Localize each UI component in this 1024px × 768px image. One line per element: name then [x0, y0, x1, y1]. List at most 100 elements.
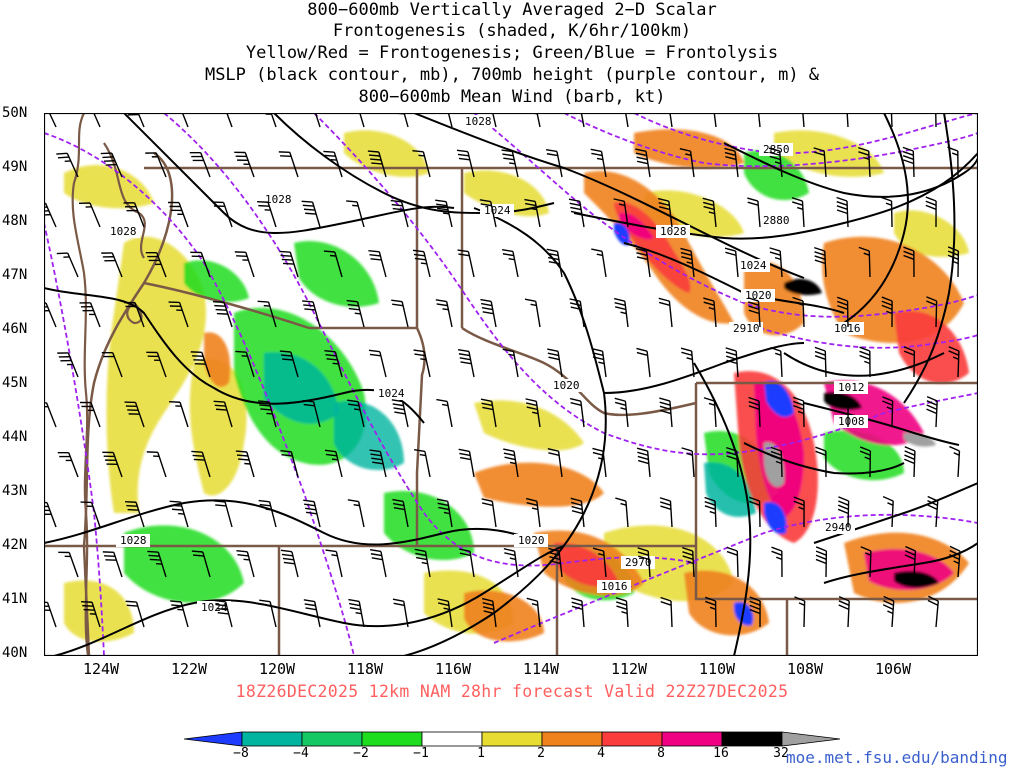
wind-barb: [447, 113, 453, 128]
wind-barb: [881, 296, 893, 328]
wind-barb: [590, 148, 607, 178]
credit-link[interactable]: moe.met.fsu.edu/banding: [786, 748, 1008, 767]
wind-barb: [413, 448, 431, 478]
wind-barb: [480, 398, 497, 428]
wind-barb: [325, 549, 343, 578]
wind-barb: [303, 499, 321, 528]
wind-barb: [145, 251, 167, 278]
wind-barb: [257, 300, 277, 328]
wind-barb: [748, 496, 761, 528]
wind-barb: [124, 401, 145, 428]
wind-barbs: [44, 113, 961, 628]
wind-barb: [492, 113, 497, 128]
mslp-label: 1028: [110, 225, 137, 238]
wind-barb: [636, 347, 651, 378]
wind-barb: [770, 446, 783, 478]
wind-barb: [125, 600, 145, 628]
wind-barb: [80, 401, 101, 428]
wind-barb: [280, 549, 299, 578]
wind-barb: [191, 550, 211, 578]
wind-barb: [858, 246, 871, 278]
mslp-label: 1020: [518, 534, 545, 547]
wind-barb: [102, 551, 123, 578]
height-contours: [44, 113, 978, 656]
wind-barb: [257, 200, 277, 228]
title-line-2: Frontogenesis (shaded, K/6hr/100km): [332, 21, 692, 41]
wind-barb: [859, 346, 871, 378]
wind-barb: [147, 550, 167, 578]
title-line-3: Yellow/Red = Frontogenesis; Green/Blue =…: [245, 43, 779, 63]
wind-barb: [724, 147, 739, 178]
wind-barb: [346, 200, 365, 228]
wind-barb: [368, 250, 387, 278]
wind-barb: [412, 249, 431, 278]
wind-barb: [323, 250, 343, 278]
wind-barb: [189, 151, 211, 178]
wind-barb: [145, 152, 167, 178]
wind-barb: [704, 496, 717, 528]
wind-barb: [659, 497, 673, 528]
lat-label-41n: 41N: [2, 591, 28, 607]
lat-label-49n: 49N: [2, 159, 28, 175]
mslp-label: 1008: [838, 415, 865, 428]
mslp-label: 1028: [120, 534, 147, 547]
wind-barb: [303, 599, 321, 628]
lon-label-112w: 112W: [610, 660, 648, 678]
wind-barb: [858, 146, 871, 178]
wind-barb: [214, 599, 233, 628]
wind-barb: [480, 298, 497, 328]
wind-barb: [359, 113, 365, 128]
mslp-label: 1028: [465, 115, 492, 128]
wind-barb: [280, 450, 299, 478]
mslp-label: 1020: [745, 289, 772, 302]
wind-barb: [347, 499, 365, 528]
wind-barb: [613, 198, 629, 228]
wind-barb: [181, 113, 189, 128]
wind-barb: [949, 545, 961, 578]
wind-barb: [680, 347, 695, 378]
wind-barb: [948, 346, 960, 378]
wind-barb: [502, 348, 519, 378]
wind-barb: [302, 300, 321, 328]
wind-barb: [390, 199, 409, 228]
wind-barb: [100, 152, 123, 178]
wind-barb: [80, 501, 101, 528]
wind-barb: [457, 249, 475, 278]
wind-barb: [101, 351, 123, 378]
wind-barb: [703, 297, 717, 328]
wind-barb: [314, 113, 321, 128]
lat-label-47n: 47N: [2, 267, 28, 283]
wind-barb: [456, 149, 475, 178]
wind-barb: [367, 150, 387, 178]
wind-barb: [547, 448, 563, 478]
wind-barb: [635, 148, 651, 178]
colorbar-label: −4: [293, 746, 309, 761]
wind-barb: [479, 199, 497, 228]
wind-barb: [592, 547, 607, 578]
mslp-label: 1024: [484, 204, 511, 217]
wind-barb: [748, 396, 761, 428]
title-line-5: 800−600mb Mean Wind (barb, kt): [358, 87, 666, 107]
wind-barb: [391, 399, 409, 428]
lon-label-120w: 120W: [258, 660, 296, 678]
wind-barb: [234, 251, 255, 278]
wind-barb: [747, 297, 761, 328]
wind-barb: [391, 299, 409, 328]
wind-barb: [882, 396, 894, 428]
mslp-label: 1024: [740, 259, 767, 272]
colorbar-swatch: [184, 731, 243, 747]
lon-label-106w: 106W: [874, 660, 912, 678]
wind-barb: [682, 546, 695, 578]
colorbar-swatch: [481, 731, 543, 747]
wind-barb: [503, 448, 519, 478]
wind-barb: [770, 346, 783, 378]
wind-barb: [836, 196, 849, 228]
wind-barb: [168, 201, 189, 228]
wind-barb: [836, 296, 849, 328]
wind-barb: [681, 447, 695, 478]
wind-barb: [838, 596, 850, 628]
wind-barb: [637, 547, 651, 578]
wind-barb: [725, 347, 739, 378]
wind-barb: [169, 400, 189, 428]
lon-label-118w: 118W: [346, 660, 384, 678]
